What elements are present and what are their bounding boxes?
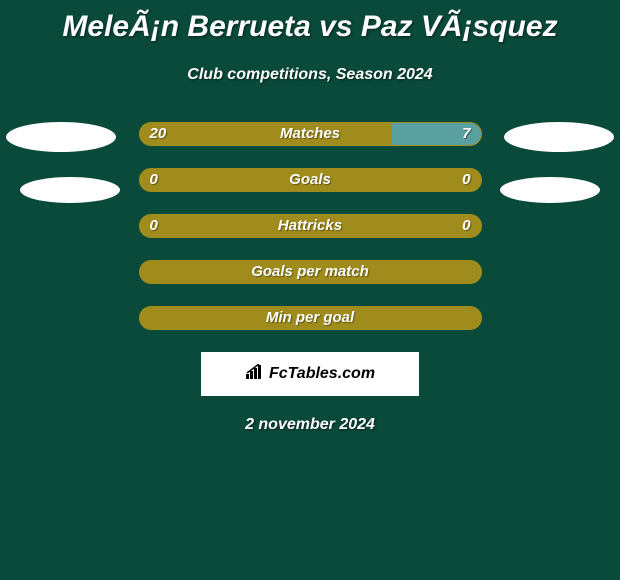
stat-right-value: 7 bbox=[462, 123, 470, 145]
brand-box[interactable]: FcTables.com bbox=[201, 352, 419, 396]
brand-name: FcTables.com bbox=[269, 365, 375, 383]
page-subtitle: Club competitions, Season 2024 bbox=[0, 66, 620, 84]
stat-right-value: 0 bbox=[462, 215, 470, 237]
page-title: MeleÃ¡n Berrueta vs Paz VÃ¡squez bbox=[0, 0, 620, 44]
stat-row-matches: 20 Matches 7 bbox=[139, 122, 482, 146]
stats-container: 20 Matches 7 0 Goals 0 0 Hattricks 0 Goa… bbox=[0, 122, 620, 330]
stat-label: Hattricks bbox=[140, 215, 481, 237]
stat-row-hattricks: 0 Hattricks 0 bbox=[139, 214, 482, 238]
footer-date: 2 november 2024 bbox=[0, 416, 620, 434]
stat-right-value: 0 bbox=[462, 169, 470, 191]
stat-row-min-per-goal: Min per goal bbox=[139, 306, 482, 330]
stat-label: Goals bbox=[140, 169, 481, 191]
stat-row-goals-per-match: Goals per match bbox=[139, 260, 482, 284]
brand-chart-icon bbox=[245, 364, 265, 385]
stat-row-goals: 0 Goals 0 bbox=[139, 168, 482, 192]
stat-label: Matches bbox=[140, 123, 481, 145]
stat-label: Min per goal bbox=[140, 307, 481, 329]
stat-label: Goals per match bbox=[140, 261, 481, 283]
